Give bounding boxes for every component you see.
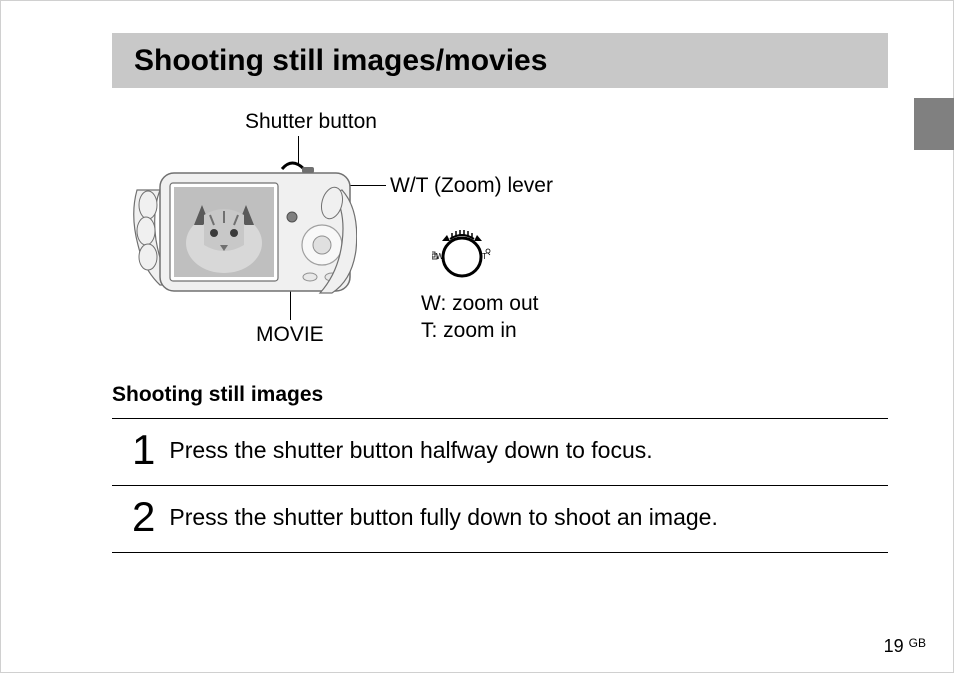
side-index-tab [914,98,954,150]
shutter-button-label: Shutter button [245,110,377,134]
step-number: 2 [132,496,155,538]
figure-area: Shutter button W/T (Zoom) lever MOVIE W:… [132,110,732,350]
page-region: GB [909,636,926,650]
page-footer: 19 GB [884,636,926,657]
sub-heading: Shooting still images [112,383,323,407]
zoom-description: W: zoom out T: zoom in [421,290,539,345]
zoom-dial-icon: W T [432,223,492,283]
t-mark: T [482,252,487,261]
step-text: Press the shutter button halfway down to… [169,437,652,464]
movie-button-label: MOVIE [256,323,324,347]
step-text: Press the shutter button fully down to s… [169,504,718,531]
step-number: 1 [132,429,155,471]
zoom-in-text: T: zoom in [421,317,539,344]
section-heading-bar: Shooting still images/movies [112,33,888,88]
zoom-lever-label: W/T (Zoom) lever [390,174,553,198]
steps-list: 1 Press the shutter button halfway down … [112,418,888,553]
step-row: 2 Press the shutter button fully down to… [112,485,888,553]
zoom-out-text: W: zoom out [421,290,539,317]
section-heading: Shooting still images/movies [134,44,547,78]
step-row: 1 Press the shutter button halfway down … [112,418,888,485]
page-number: 19 [884,636,904,656]
camera-illustration [132,155,357,305]
